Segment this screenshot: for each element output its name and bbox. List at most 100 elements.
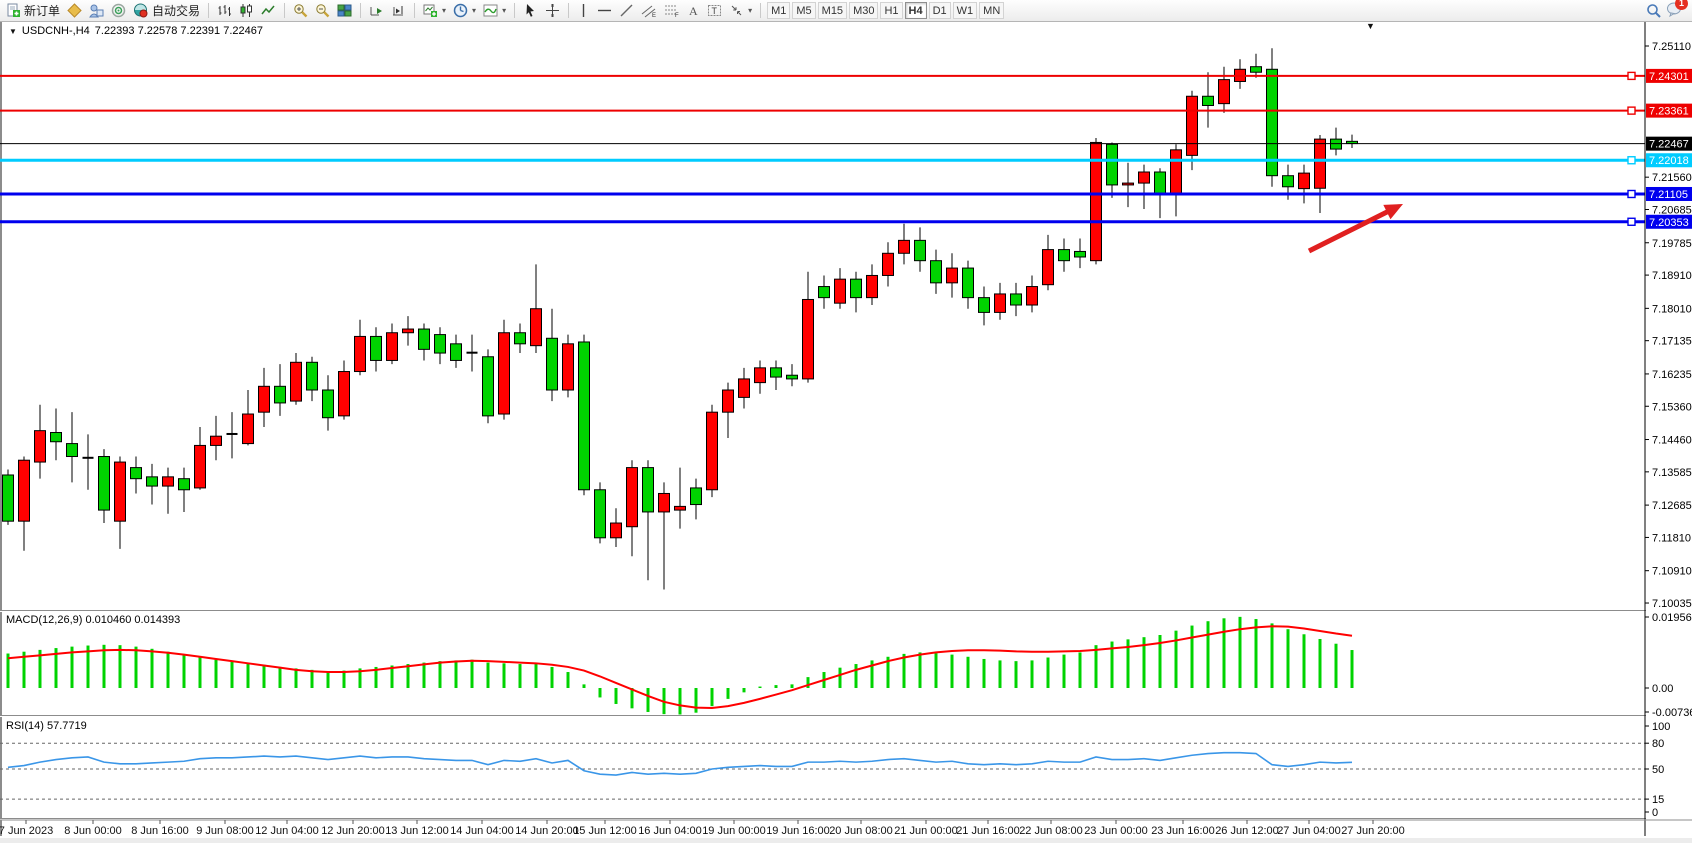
timeframe-M15[interactable]: M15 <box>817 2 848 19</box>
indicators-button[interactable]: ▾ <box>480 1 509 20</box>
rsi-axis-label: 50 <box>1652 764 1664 776</box>
candle-up <box>1298 172 1310 190</box>
toolbar-separator <box>360 3 362 18</box>
macd-bar <box>1030 660 1034 688</box>
macd-bar <box>758 686 762 688</box>
candle-up <box>1026 286 1038 306</box>
hline-handle[interactable] <box>1627 217 1636 226</box>
text-icon[interactable]: A <box>684 1 703 20</box>
line-chart-icon[interactable] <box>258 1 279 20</box>
channel-icon[interactable]: E <box>638 1 660 20</box>
auto-scroll-icon[interactable] <box>366 1 387 20</box>
hline-handle[interactable] <box>1627 71 1636 81</box>
chart-title[interactable]: ▼ USDCNH-,H4 7.22393 7.22578 7.22391 7.2… <box>9 25 263 37</box>
tile-windows-icon[interactable] <box>334 1 355 20</box>
macd-bar <box>326 671 330 688</box>
timeframe-M1[interactable]: M1 <box>767 2 791 19</box>
bar-chart-icon[interactable] <box>214 1 235 20</box>
macd-bar <box>566 672 570 688</box>
macd-bar <box>70 646 74 688</box>
candlestick-chart-icon[interactable] <box>236 1 257 20</box>
toolbar-separator <box>760 3 762 18</box>
timeframe-MN[interactable]: MN <box>979 2 1005 19</box>
rsi-axis-label: 0 <box>1652 807 1658 819</box>
candle-down <box>514 332 526 345</box>
trend-arrow-annotation[interactable] <box>1307 204 1403 254</box>
crosshair-icon[interactable] <box>542 1 563 20</box>
time-label: 27 Jun 20:00 <box>1341 825 1405 837</box>
data-window-icon[interactable] <box>86 1 107 20</box>
hline-handle[interactable] <box>1627 156 1636 165</box>
time-axis[interactable]: 7 Jun 2023 8 Jun 00:00 8 Jun 16:00 9 Jun 08… <box>0 819 1692 837</box>
market-watch-icon[interactable] <box>64 1 85 20</box>
time-label: 12 Jun 04:00 <box>255 825 319 837</box>
candle-up <box>754 367 766 384</box>
macd-bar <box>790 684 794 688</box>
chart-shift-icon[interactable] <box>388 1 409 20</box>
price-axis[interactable]: 7.25110 7.21560 7.20685 7.19785 7.18910 7.180… <box>1644 22 1692 838</box>
new-chart-button[interactable]: ▾ <box>420 1 449 20</box>
macd-bar <box>630 688 634 709</box>
text-label-icon[interactable]: T <box>704 1 725 20</box>
periods-button[interactable]: ▾ <box>450 1 479 20</box>
svg-text:T: T <box>712 6 718 16</box>
macd-bar <box>86 645 90 688</box>
autotrade-label: 自动交易 <box>152 4 201 18</box>
candle-up <box>34 430 46 463</box>
timeframe-M30[interactable]: M30 <box>849 2 879 19</box>
price-line-label-box <box>1646 186 1692 201</box>
hline-handle[interactable] <box>1627 106 1636 115</box>
symbol-dropdown-icon[interactable]: ▼ <box>9 26 17 36</box>
candle-up <box>626 467 638 528</box>
rsi-axis-label: 80 <box>1652 738 1664 750</box>
candle-up <box>338 371 350 417</box>
candle-down <box>370 335 382 361</box>
timeframe-H4[interactable]: H4 <box>904 2 927 19</box>
notification-badge: 1 <box>1675 0 1688 10</box>
candle-up <box>1218 79 1230 105</box>
price-line-label: 7.20353 <box>1649 217 1689 229</box>
time-label: 12 Jun 20:00 <box>321 825 385 837</box>
new-order-button[interactable]: 新订单 <box>3 1 63 20</box>
search-icon[interactable] <box>1643 1 1665 20</box>
arrows-tool-button[interactable]: ▾ <box>726 1 755 20</box>
timeframe-W1[interactable]: W1 <box>952 2 978 19</box>
window-left-border <box>0 21 2 836</box>
macd-bar <box>582 684 586 688</box>
timeframe-H1[interactable]: H1 <box>880 2 903 19</box>
macd-bar <box>470 659 474 688</box>
chart-shift-marker[interactable]: ▼ <box>1366 21 1375 31</box>
navigator-icon[interactable] <box>108 1 129 20</box>
trendline-icon[interactable] <box>616 1 637 20</box>
cursor-icon[interactable] <box>520 1 541 20</box>
candle-down <box>2 474 14 522</box>
autotrade-button[interactable]: 自动交易 <box>130 1 203 20</box>
macd-bar <box>438 661 442 688</box>
candle-down <box>130 467 142 480</box>
zoom-out-icon[interactable] <box>312 1 333 20</box>
macd-bar <box>214 659 218 688</box>
toolbar-separator <box>208 3 210 18</box>
time-label: 16 Jun 04:00 <box>638 825 702 837</box>
price-tick-label: 7.17135 <box>1652 336 1692 348</box>
macd-bar <box>486 662 490 688</box>
hline-handle[interactable] <box>1627 189 1636 199</box>
macd-bar <box>918 652 922 688</box>
macd-bar <box>422 662 426 688</box>
horizontal-line-icon[interactable] <box>594 1 615 20</box>
timeframe-group: M1 M5 M15 M30 H1 H4 D1 W1 MN <box>766 2 1005 19</box>
candle-down <box>1266 68 1278 177</box>
macd-bar <box>1014 661 1018 688</box>
candle-up <box>1186 95 1198 156</box>
macd-bar <box>390 665 394 688</box>
macd-bar <box>742 688 746 693</box>
candle-down <box>1074 250 1086 258</box>
notifications-button[interactable]: 1 <box>1666 0 1688 20</box>
zoom-in-icon[interactable] <box>290 1 311 20</box>
timeframe-D1[interactable]: D1 <box>928 2 951 19</box>
timeframe-M5[interactable]: M5 <box>792 2 816 19</box>
candle-up <box>1122 182 1134 186</box>
fibonacci-icon[interactable]: F <box>661 1 683 20</box>
vertical-line-icon[interactable] <box>574 1 593 20</box>
